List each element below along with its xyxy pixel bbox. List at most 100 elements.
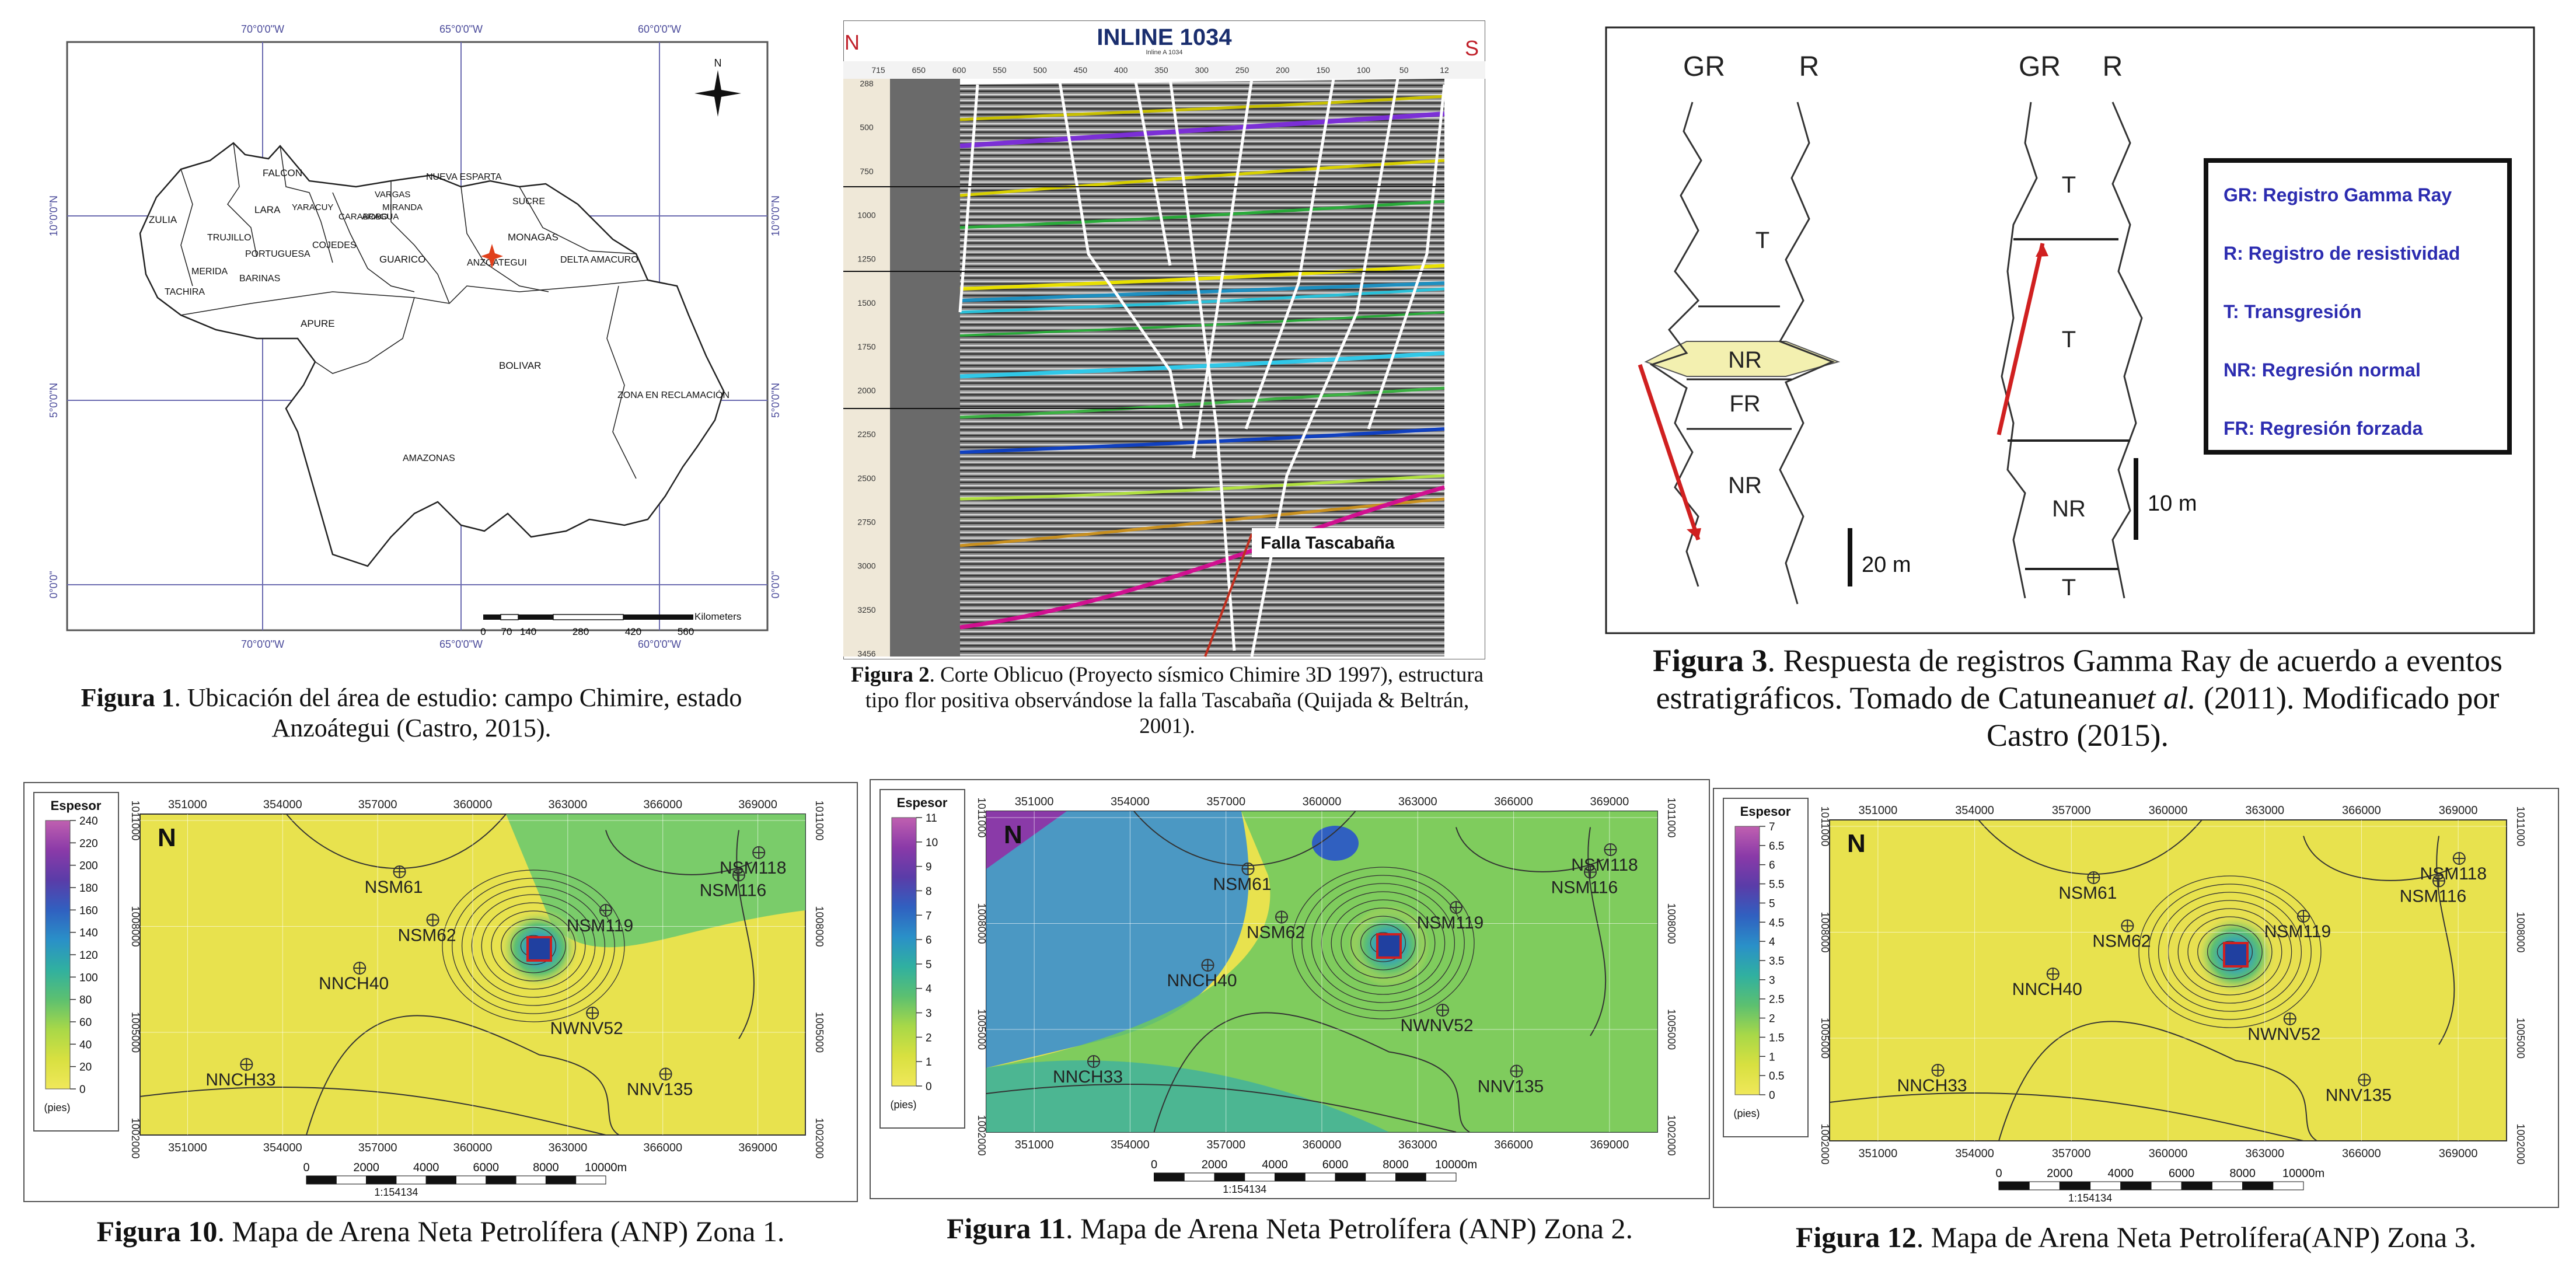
x-tick-label: 351000 <box>1858 1147 1897 1160</box>
state-label: MIRANDA <box>382 202 423 212</box>
figure-3-caption: Figura 3. Respuesta de registros Gamma R… <box>1652 643 2503 753</box>
y-tick-label: 1008000 <box>814 906 825 947</box>
legend-tick: 6 <box>926 934 932 947</box>
legend-tick: 0 <box>926 1081 932 1093</box>
x-tick-label: 363000 <box>1398 795 1437 808</box>
scale-tick: 2000 <box>353 1161 379 1174</box>
y-tick-label: 1002000 <box>976 1115 987 1155</box>
top-tick-label: 600 <box>952 65 966 75</box>
legend-tick: 5.5 <box>1769 879 1784 891</box>
legend-unit: (pies) <box>44 1102 70 1113</box>
depth-tick-label: 288 <box>860 79 874 88</box>
x-tick-label: 357000 <box>2052 804 2091 817</box>
legend-tick: 0 <box>79 1084 86 1096</box>
legend-title: Espesor <box>51 798 102 813</box>
y-tick-label: 1011000 <box>1666 798 1677 838</box>
scale-tick: 0 <box>1151 1158 1157 1171</box>
depth-tick-label: 500 <box>860 123 874 132</box>
x-tick-label: 351000 <box>1015 795 1054 808</box>
north-arrow-icon: N <box>1847 829 1866 858</box>
state-label: AMAZONAS <box>403 453 455 463</box>
seismic-section: INLINE 1034 Inline A 1034 N S 715 650 600 5… <box>843 20 1485 659</box>
y-tick-label: 1002000 <box>2515 1123 2526 1164</box>
svg-text:N: N <box>714 57 722 69</box>
legend-tick: 2 <box>1769 1013 1775 1025</box>
scale-tick: 6000 <box>1322 1158 1349 1171</box>
x-tick-label: 363000 <box>1398 1139 1437 1151</box>
x-tick-label: 354000 <box>263 798 302 811</box>
legend-tick: 1 <box>1769 1051 1775 1063</box>
figure-1: 70°0'0"W 65°0'0"W 60°0'0"W 70°0'0"W 65°0… <box>6 12 805 770</box>
well-marker: NSM116 <box>1551 865 1618 898</box>
legend-tick: 1.5 <box>1769 1032 1784 1044</box>
state-label: ARAGUA <box>362 212 399 222</box>
legend-tick: 160 <box>79 905 98 917</box>
legend-tick: 180 <box>79 882 98 895</box>
svg-text:140: 140 <box>520 626 536 637</box>
well-label: NSM61 <box>1213 875 1271 894</box>
well-marker: NNCH40 <box>1167 959 1237 990</box>
state-label: DELTA AMACURO <box>560 255 638 265</box>
scale-tick: 2000 <box>1202 1158 1228 1171</box>
lon-label: 60°0'0"W <box>638 638 681 650</box>
well-label: NSM119 <box>2264 922 2331 941</box>
x-tick-label: 369000 <box>1590 795 1629 808</box>
state-label: CARABOBO <box>338 212 388 222</box>
scale-label: 20 m <box>1862 553 1911 577</box>
well-label: NSM116 <box>1551 878 1618 898</box>
lat-label: 0°0'0" <box>48 571 60 598</box>
well-marker: NSM116 <box>2400 874 2466 906</box>
top-tick-label: 500 <box>1033 65 1047 75</box>
scale-tick: 0 <box>1995 1167 2002 1180</box>
x-tick-label: 366000 <box>2342 1147 2381 1160</box>
y-tick-label: 1002000 <box>1666 1115 1677 1155</box>
x-tick-label: 369000 <box>2439 804 2478 817</box>
scale-tick: 2000 <box>2047 1167 2073 1180</box>
x-tick-label: 363000 <box>548 1141 587 1154</box>
top-tick-label: 715 <box>871 65 885 75</box>
legend-tick: 2.5 <box>1769 994 1784 1006</box>
legend-tick: 7 <box>1769 821 1775 833</box>
legend-tick: 10 <box>926 837 938 849</box>
well-marker: NWNV52 <box>2247 1012 2320 1044</box>
well-label: NSM119 <box>567 916 634 935</box>
well-label: NSM118 <box>1571 856 1638 875</box>
legend-tick: 140 <box>79 927 98 940</box>
scale-bar: Kilometers 0 70 140 280 420 560 <box>480 611 741 637</box>
well-marker: NNV135 <box>627 1067 693 1099</box>
well-label: NNCH40 <box>319 974 389 993</box>
y-tick-label: 1002000 <box>1819 1123 1831 1164</box>
x-tick-label: 351000 <box>1015 1139 1054 1151</box>
well-marker: NNCH33 <box>1897 1064 1967 1095</box>
y-tick-label: 1011000 <box>2515 806 2526 847</box>
x-tick-label: 357000 <box>1206 1139 1245 1151</box>
y-tick-label: 1008000 <box>1819 912 1831 952</box>
well-marker: NWNV52 <box>1400 1004 1474 1035</box>
x-tick-label: 360000 <box>453 1141 493 1154</box>
x-tick-label: 363000 <box>2245 804 2284 817</box>
isopach-map: 351000 351000 354000 354000 357000 357000 3600… <box>23 782 858 1202</box>
legend-tick: 1 <box>926 1056 932 1069</box>
lat-label: 10°0'0"N <box>48 195 60 236</box>
state-label: COJEDES <box>312 240 357 250</box>
figure-1-caption: Figura 1. Ubicación del área de estudio:… <box>81 683 742 742</box>
map-figure: 351000 351000 354000 354000 357000 357000 3600… <box>23 782 858 1272</box>
y-tick-label: 1005000 <box>2515 1018 2526 1059</box>
state-label: APURE <box>301 318 335 329</box>
log-diagram: GR R GR R T NR FR NR 20 m T T NR T 10 <box>1605 26 2535 634</box>
x-tick-label: 369000 <box>2439 1147 2478 1160</box>
scale-tick: 0 <box>303 1161 309 1174</box>
x-tick-label: 360000 <box>2149 804 2188 817</box>
well-marker: NSM118 <box>2420 852 2487 884</box>
well-marker: NSM119 <box>2264 910 2331 941</box>
state-label: TRUJILLO <box>207 233 252 243</box>
scale-tick: 10000m <box>1435 1158 1477 1171</box>
x-tick-label: 357000 <box>358 1141 397 1154</box>
scale-tick: 10000m <box>585 1161 627 1174</box>
venezuela-map: 70°0'0"W 65°0'0"W 60°0'0"W 70°0'0"W 65°0… <box>48 23 781 650</box>
legend-title: Espesor <box>1740 804 1791 819</box>
lon-label: 65°0'0"W <box>439 638 483 650</box>
legend-title: Espesor <box>897 795 948 810</box>
depth-tick-label: 2750 <box>857 518 875 527</box>
well-label: NWNV52 <box>2247 1025 2320 1044</box>
